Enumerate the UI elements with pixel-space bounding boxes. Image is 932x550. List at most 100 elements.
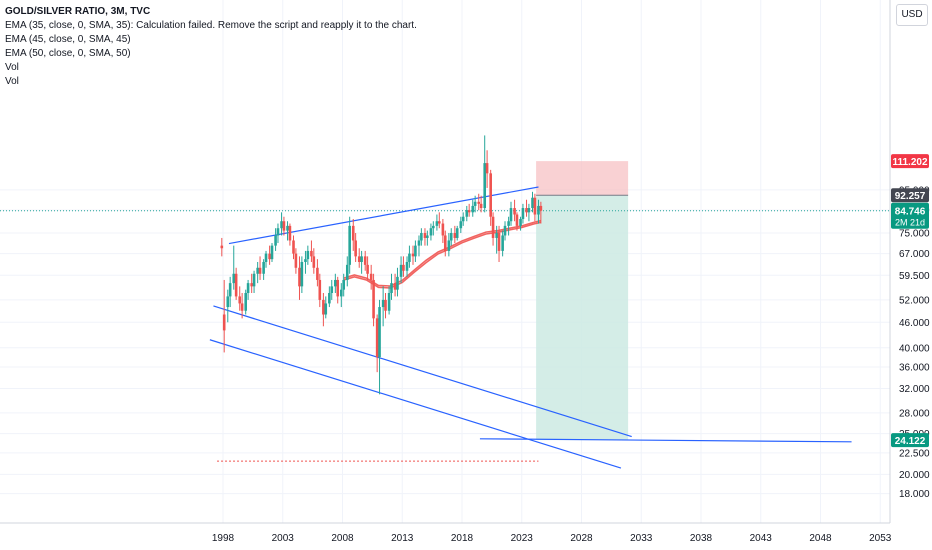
currency-selector[interactable]: USD — [896, 4, 928, 26]
price-tick-label: 46.000 — [899, 318, 930, 329]
candle-body — [276, 228, 280, 236]
indicator-volume-2[interactable]: Vol — [5, 76, 19, 87]
candle-body — [372, 279, 375, 319]
candle-body — [453, 233, 457, 238]
candle — [292, 235, 295, 260]
candle-body — [384, 299, 387, 311]
time-tick-label: 2048 — [809, 533, 832, 544]
candle-body — [497, 233, 501, 251]
candle — [262, 259, 265, 280]
candle-body — [459, 221, 463, 229]
candle — [437, 212, 441, 229]
candle-body — [360, 256, 363, 262]
candle — [513, 199, 516, 222]
candle — [351, 218, 355, 251]
candle-body — [408, 253, 411, 262]
trendline-4 — [479, 438, 852, 443]
position-zones[interactable] — [536, 161, 629, 441]
candle — [497, 225, 501, 262]
candle — [252, 270, 256, 294]
price-badge-entry — [891, 188, 929, 203]
candle — [414, 240, 417, 262]
candle-body — [426, 235, 429, 238]
time-tick-label: 2043 — [750, 533, 773, 544]
price-tick-label: 67.000 — [899, 249, 930, 260]
candle-body — [264, 253, 268, 262]
indicator-volume-1[interactable]: Vol — [5, 62, 19, 73]
candle-body — [369, 273, 373, 280]
candle-body — [441, 223, 445, 236]
candle-body — [375, 318, 379, 358]
candle-body — [298, 267, 301, 287]
trendline-1 — [228, 186, 539, 245]
candle — [276, 223, 280, 244]
trendlines[interactable] — [209, 186, 852, 469]
candle-body — [280, 221, 283, 229]
candle — [417, 235, 421, 257]
candle — [473, 195, 477, 213]
candle-body — [292, 240, 295, 254]
candle — [372, 273, 375, 327]
candle-body — [232, 273, 236, 284]
time-tick-label: 2018 — [451, 533, 474, 544]
candle-body — [258, 267, 262, 274]
candle — [274, 228, 277, 251]
price-axis[interactable]: 18.00020.00022.50025.00028.00032.00036.0… — [889, 0, 932, 550]
indicator-ema-45[interactable]: EMA (45, close, 0, SMA, 45) — [5, 34, 131, 45]
candle — [282, 216, 286, 236]
candle — [342, 273, 345, 297]
candle-body — [501, 235, 504, 251]
candle — [226, 289, 230, 323]
candle-body — [234, 273, 238, 297]
symbol-title[interactable]: GOLD/SILVER RATIO, 3M, TVC — [5, 6, 151, 17]
candle — [531, 191, 534, 213]
price-badge-stop — [891, 154, 929, 169]
candle — [423, 228, 427, 246]
price-badge-target — [891, 433, 929, 448]
candle-body — [521, 208, 525, 219]
candle — [228, 276, 232, 308]
candle-body — [246, 283, 250, 294]
candle-body — [310, 250, 313, 257]
candle — [489, 169, 492, 226]
price-badge-label: 111.202 — [892, 157, 927, 168]
candle-body — [483, 163, 487, 209]
indicator-ema-50[interactable]: EMA (50, close, 0, SMA, 50) — [5, 48, 131, 59]
candle-body — [312, 256, 316, 268]
price-tick-label: 28.000 — [899, 408, 930, 419]
candle-body — [519, 218, 522, 226]
candle — [387, 286, 391, 315]
candle — [441, 218, 445, 244]
time-tick-label: 2013 — [391, 533, 414, 544]
candle-body — [423, 233, 427, 238]
candle-body — [435, 221, 439, 226]
candle — [304, 250, 307, 274]
candle — [521, 203, 525, 224]
candle-body — [539, 205, 543, 211]
candle — [411, 245, 415, 265]
candle — [244, 289, 248, 315]
indicator-ema-35[interactable]: EMA (35, close, 0, SMA, 35): Calculation… — [5, 20, 417, 31]
candle-body — [220, 245, 224, 249]
price-tick-label: 52.000 — [899, 295, 930, 306]
candle-body — [515, 214, 519, 226]
candle-body — [366, 264, 369, 274]
candle — [369, 264, 373, 290]
candle — [240, 293, 244, 319]
candle — [366, 256, 369, 280]
candle — [495, 225, 498, 254]
candle — [501, 230, 504, 257]
candle-body — [402, 264, 405, 271]
candle — [318, 273, 322, 308]
price-tick-label: 20.000 — [899, 470, 930, 481]
candle — [539, 201, 543, 224]
candle — [408, 245, 411, 268]
candle — [509, 201, 513, 226]
candle-body — [387, 293, 391, 311]
candle — [381, 286, 385, 327]
candle-body — [262, 261, 265, 274]
candle-body — [437, 221, 441, 224]
time-axis[interactable]: 1998 2003 2008 2013 2018 2023 2028 2033 2038 2043… — [0, 522, 932, 550]
time-tick-label: 1998 — [212, 533, 235, 544]
